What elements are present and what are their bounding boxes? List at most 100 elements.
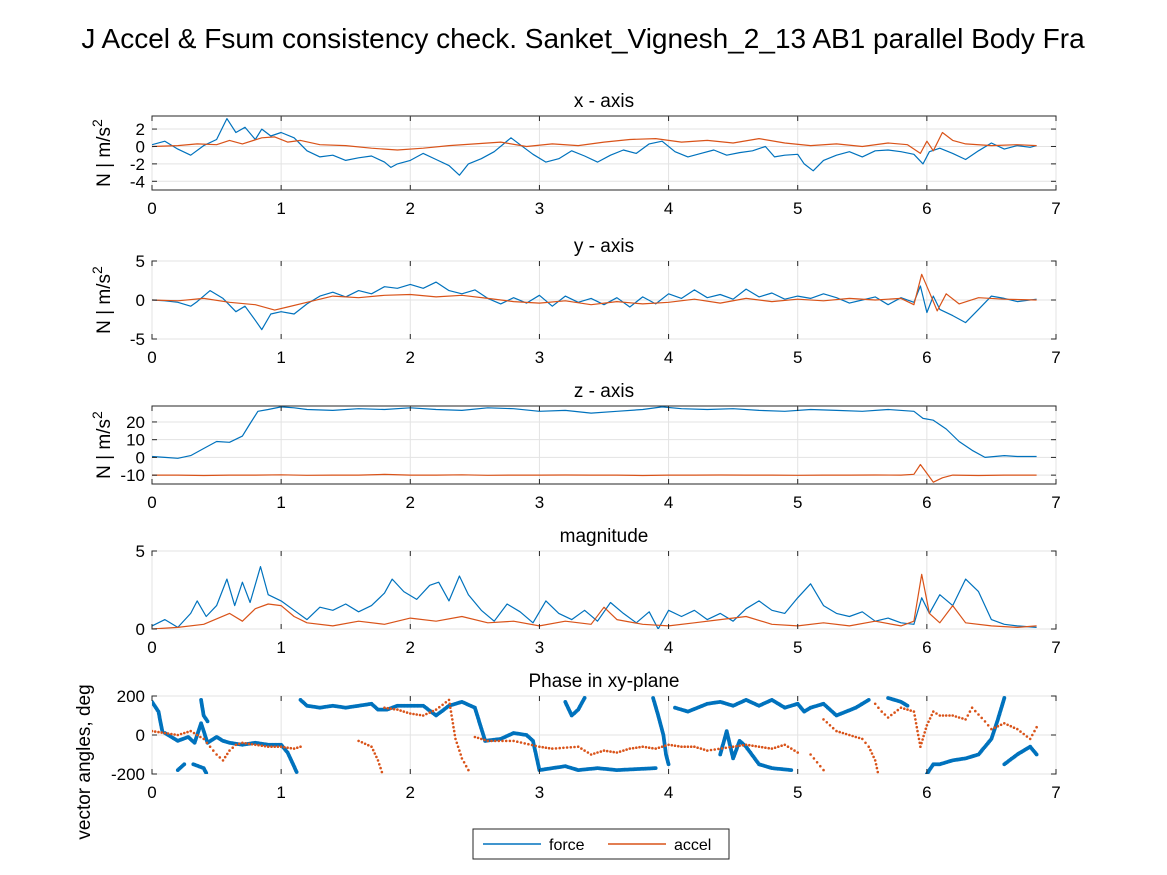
series-line-accel [152, 463, 1037, 483]
data-point [273, 745, 277, 748]
data-point [244, 742, 247, 745]
data-point [367, 743, 370, 747]
data-point [173, 733, 176, 736]
data-point [964, 718, 967, 721]
data-point [263, 744, 267, 748]
data-point [767, 746, 770, 750]
data-point [790, 747, 793, 750]
subplot-title: z - axis [574, 381, 634, 402]
data-point [720, 747, 724, 750]
data-point [622, 749, 625, 752]
x-tick-label: 0 [147, 783, 156, 802]
series-group [152, 696, 1039, 774]
data-point [215, 753, 218, 756]
data-point [237, 742, 241, 746]
data-point [454, 737, 457, 741]
data-point [405, 711, 409, 714]
data-point [1003, 722, 1006, 725]
data-point [170, 732, 173, 736]
data-point [512, 739, 515, 743]
data-point [519, 741, 523, 744]
data-point [773, 746, 777, 749]
y-tick-label: 0 [136, 448, 145, 467]
data-point [534, 744, 537, 748]
data-point [467, 768, 470, 772]
subplot-title: magnitude [560, 526, 649, 547]
data-point [152, 729, 154, 733]
data-point [848, 733, 851, 737]
data-point [462, 761, 466, 764]
data-point [872, 755, 875, 759]
data-point [825, 721, 829, 724]
data-point [666, 762, 671, 767]
data-point [667, 743, 670, 747]
series-line-force [152, 118, 1037, 176]
data-point [754, 744, 757, 748]
data-point [609, 750, 612, 753]
data-point [770, 747, 774, 750]
plot-area [151, 550, 1057, 630]
data-point [786, 745, 790, 748]
data-point [544, 746, 548, 749]
data-point [182, 762, 187, 767]
data-point [873, 759, 877, 762]
data-point [932, 710, 935, 713]
data-point [294, 770, 299, 774]
legend-label-accel: accel [674, 837, 711, 854]
data-point [869, 748, 872, 752]
x-tick-label: 6 [922, 638, 931, 657]
series-group [152, 273, 1037, 331]
data-point [602, 749, 606, 752]
data-point [983, 720, 987, 723]
data-point [589, 753, 593, 756]
data-point [402, 710, 406, 713]
data-point [204, 771, 209, 774]
data-point [654, 747, 657, 750]
data-point [938, 714, 942, 717]
data-point [893, 711, 896, 714]
data-point [948, 714, 951, 717]
data-point [283, 745, 286, 749]
data-point [635, 746, 638, 749]
data-point [569, 746, 573, 749]
data-point [412, 712, 415, 716]
data-point [392, 707, 396, 711]
x-tick-label: 6 [922, 783, 931, 802]
x-tick-label: 2 [406, 199, 415, 218]
data-point [276, 745, 280, 748]
data-point [861, 737, 864, 741]
legend[interactable]: force accel [472, 828, 730, 860]
data-point [935, 712, 938, 715]
data-point [205, 741, 209, 745]
data-point [1012, 726, 1016, 729]
data-point [257, 743, 260, 747]
data-point [218, 756, 222, 759]
data-point [968, 710, 972, 713]
data-point [1031, 733, 1034, 737]
data-point [1028, 737, 1032, 741]
data-point [448, 702, 452, 706]
data-point [530, 743, 534, 747]
x-tick-label: 1 [276, 493, 285, 512]
data-point [615, 751, 619, 754]
data-point [828, 724, 832, 727]
data-point [1033, 729, 1036, 733]
data-point [449, 706, 452, 709]
data-point [864, 741, 867, 745]
data-point [651, 746, 654, 750]
x-tick-label: 4 [664, 199, 673, 218]
y-axis-label: N | m/s2 [89, 266, 115, 334]
y-tick-label: 5 [136, 252, 145, 271]
data-point [438, 705, 441, 709]
data-point [565, 746, 569, 749]
data-point [508, 739, 512, 743]
data-point [757, 745, 761, 748]
data-point [296, 746, 299, 749]
data-point [809, 753, 812, 756]
data-point [279, 745, 283, 748]
y-tick-label: 0 [136, 137, 145, 156]
data-point [999, 723, 1003, 727]
data-point [638, 745, 641, 749]
data-point [923, 731, 926, 734]
